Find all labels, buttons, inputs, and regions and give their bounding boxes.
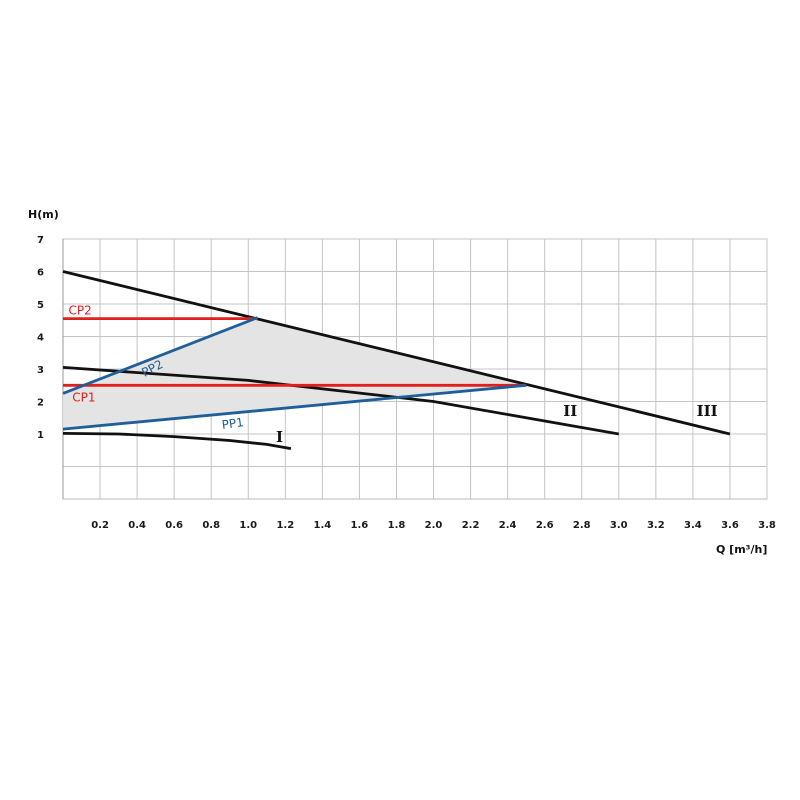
series-label-pp1: PP1: [221, 415, 245, 432]
series-label-cp1: CP1: [72, 391, 95, 405]
x-tick-label: 3.8: [758, 520, 776, 531]
x-tick-label: 0.8: [202, 520, 220, 531]
x-tick-label: 1.0: [239, 520, 257, 531]
series-line-pp2: [62, 316, 259, 395]
x-tick-label: 0.6: [165, 520, 183, 531]
series-label-i: I: [276, 428, 283, 446]
x-tick-label: 1.8: [388, 520, 406, 531]
series-label-cp2: CP2: [69, 304, 92, 318]
x-tick-label: 2.6: [536, 520, 554, 531]
x-tick-label: 3.6: [721, 520, 739, 531]
x-tick-label: 3.0: [610, 520, 628, 531]
x-tick-label: 2.2: [462, 520, 480, 531]
x-tick-label: 3.4: [684, 520, 702, 531]
y-tick-label: 5: [37, 300, 44, 311]
y-tick-label: 3: [37, 365, 44, 376]
series-line-ii: [62, 366, 620, 436]
x-tick-label: 3.2: [647, 520, 665, 531]
operating-range-area: [63, 318, 527, 430]
x-tick-label: 1.6: [351, 520, 369, 531]
x-tick-label: 1.4: [314, 520, 332, 531]
tick-labels: 0.2 0.4 0.6 0.8 1.0 1.2 1.4 1.6 1.8 2.0 2.2 2.4 2.6 2…: [37, 235, 776, 531]
shaded-operating-area: [63, 318, 527, 430]
grid: [62, 238, 768, 500]
x-tick-label: 0.4: [128, 520, 146, 531]
y-tick-label: 4: [37, 333, 44, 344]
series-line-i: [62, 432, 292, 450]
x-tick-label: 0.2: [91, 520, 109, 531]
x-tick-label: 1.2: [276, 520, 294, 531]
x-tick-label: 2.4: [499, 520, 517, 531]
y-tick-label: 7: [37, 235, 44, 246]
series-line-pp1: [62, 383, 527, 431]
y-axis-title: H(m): [28, 208, 59, 221]
x-axis-title: Q [m³/h]: [716, 543, 767, 556]
x-tick-label: 2.0: [425, 520, 443, 531]
y-tick-label: 6: [37, 268, 44, 279]
series-label-ii: II: [563, 402, 577, 420]
series-line-iii: [62, 270, 731, 436]
y-tick-label: 2: [37, 398, 44, 409]
y-tick-label: 1: [37, 430, 44, 441]
series-label-iii: III: [697, 402, 718, 420]
series-lines: [62, 270, 731, 450]
x-tick-label: 2.8: [573, 520, 591, 531]
